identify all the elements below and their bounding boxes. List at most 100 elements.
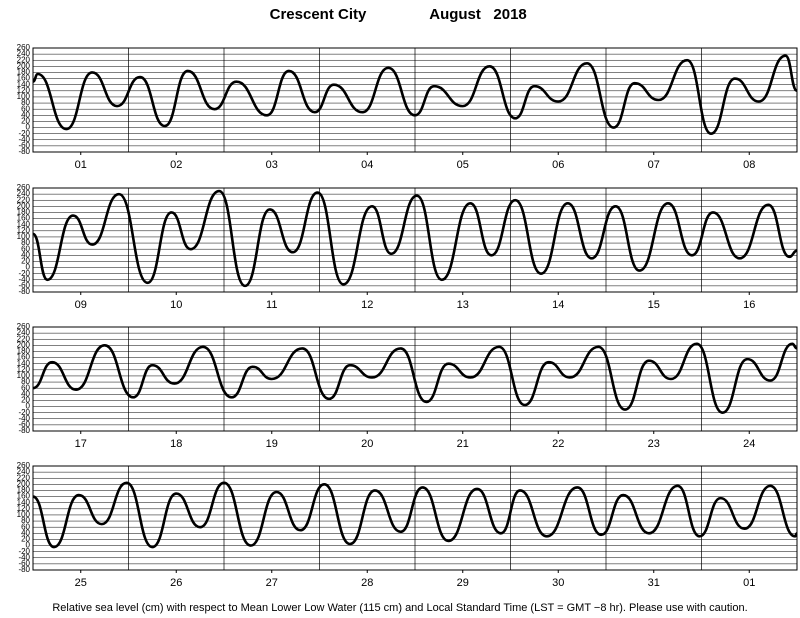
- y-tick-label: -60: [18, 420, 30, 429]
- y-tick-label: 60: [21, 104, 30, 113]
- y-tick-label: 220: [17, 473, 31, 482]
- y-tick-label: 0: [26, 123, 31, 132]
- y-tick-label: -40: [18, 135, 30, 144]
- y-tick-label: 160: [17, 214, 31, 223]
- y-tick-label: 0: [26, 541, 31, 550]
- y-tick-label: 140: [17, 220, 31, 229]
- y-tick-label: -20: [18, 408, 30, 417]
- y-tick-label: 40: [21, 389, 30, 398]
- y-tick-label: 120: [17, 226, 31, 235]
- y-tick-label: 20: [21, 396, 30, 405]
- x-tick-label: 28: [361, 577, 373, 589]
- x-tick-label: 01: [75, 159, 87, 171]
- y-tick-label: 20: [21, 257, 30, 266]
- y-tick-label: 40: [21, 110, 30, 119]
- y-tick-label: 200: [17, 61, 31, 70]
- y-tick-label: -60: [18, 559, 30, 568]
- x-tick-label: 26: [170, 577, 182, 589]
- y-tick-label: 60: [21, 522, 30, 531]
- y-tick-label: 100: [17, 371, 31, 380]
- x-tick-label: 30: [552, 577, 564, 589]
- y-tick-label: 200: [17, 201, 31, 210]
- y-tick-label: 240: [17, 467, 31, 476]
- y-tick-label: -40: [18, 553, 30, 562]
- x-tick-label: 05: [457, 159, 469, 171]
- x-tick-label: 24: [743, 438, 755, 450]
- y-tick-label: 260: [17, 183, 31, 192]
- x-tick-label: 09: [75, 299, 87, 311]
- tide-line: [31, 189, 798, 288]
- y-tick-label: 240: [17, 49, 31, 58]
- y-tick-label: 100: [17, 510, 31, 519]
- y-tick-label: 220: [17, 55, 31, 64]
- tide-line: [32, 342, 798, 414]
- x-tick-label: 18: [170, 438, 182, 450]
- y-tick-label: 20: [21, 117, 30, 126]
- x-tick-label: 07: [648, 159, 660, 171]
- y-tick-label: -80: [18, 147, 30, 156]
- x-tick-label: 14: [552, 299, 564, 311]
- y-tick-label: -60: [18, 281, 30, 290]
- y-tick-label: -40: [18, 414, 30, 423]
- x-tick-label: 19: [266, 438, 278, 450]
- y-tick-label: 60: [21, 244, 30, 253]
- y-tick-label: 80: [21, 98, 30, 107]
- x-tick-label: 22: [552, 438, 564, 450]
- y-tick-label: 260: [17, 461, 31, 470]
- y-tick-label: 200: [17, 340, 31, 349]
- y-tick-label: -20: [18, 129, 30, 138]
- y-tick-label: 140: [17, 498, 31, 507]
- y-tick-label: 100: [17, 92, 31, 101]
- y-tick-label: -60: [18, 141, 30, 150]
- plot-frame: [32, 47, 798, 153]
- y-tick-label: -40: [18, 275, 30, 284]
- y-tick-label: -20: [18, 547, 30, 556]
- x-tick-label: 13: [457, 299, 469, 311]
- x-tick-label: 10: [170, 299, 182, 311]
- x-tick-label: 25: [75, 577, 87, 589]
- plot-frame: [32, 465, 798, 571]
- y-tick-label: 240: [17, 328, 31, 337]
- y-tick-label: 180: [17, 68, 31, 77]
- y-tick-label: 140: [17, 359, 31, 368]
- y-tick-label: 180: [17, 208, 31, 217]
- y-tick-label: 0: [26, 263, 31, 272]
- y-tick-label: 40: [21, 250, 30, 259]
- y-tick-label: 120: [17, 365, 31, 374]
- x-tick-label: 17: [75, 438, 87, 450]
- y-tick-label: 80: [21, 377, 30, 386]
- x-tick-label: 11: [266, 299, 277, 311]
- y-tick-label: 220: [17, 195, 31, 204]
- y-tick-label: 100: [17, 232, 31, 241]
- y-tick-label: -20: [18, 269, 30, 278]
- x-tick-label: 23: [648, 438, 660, 450]
- x-tick-label: 03: [266, 159, 278, 171]
- x-tick-label: 02: [170, 159, 182, 171]
- x-tick-label: 15: [648, 299, 660, 311]
- y-tick-label: 140: [17, 80, 31, 89]
- y-tick-label: 0: [26, 402, 31, 411]
- y-tick-label: 120: [17, 504, 31, 513]
- plot-frame: [32, 187, 798, 293]
- footnote: Relative sea level (cm) with respect to …: [52, 602, 747, 614]
- plot-frame: [32, 326, 798, 432]
- x-tick-label: 16: [743, 299, 755, 311]
- y-tick-label: 180: [17, 347, 31, 356]
- x-tick-label: 21: [457, 438, 469, 450]
- y-tick-label: 160: [17, 353, 31, 362]
- y-tick-label: 80: [21, 516, 30, 525]
- x-tick-label: 08: [743, 159, 755, 171]
- y-tick-label: -80: [18, 565, 30, 574]
- x-tick-label: 27: [266, 577, 278, 589]
- y-tick-label: 200: [17, 479, 31, 488]
- y-tick-label: 260: [17, 322, 31, 331]
- y-tick-label: 240: [17, 189, 31, 198]
- y-tick-label: -80: [18, 287, 30, 296]
- x-tick-label: 31: [648, 577, 660, 589]
- y-tick-label: 260: [17, 43, 31, 52]
- y-tick-label: -80: [18, 426, 30, 435]
- chart-title: Crescent City: [270, 6, 367, 23]
- y-tick-label: 180: [17, 486, 31, 495]
- y-tick-label: 20: [21, 535, 30, 544]
